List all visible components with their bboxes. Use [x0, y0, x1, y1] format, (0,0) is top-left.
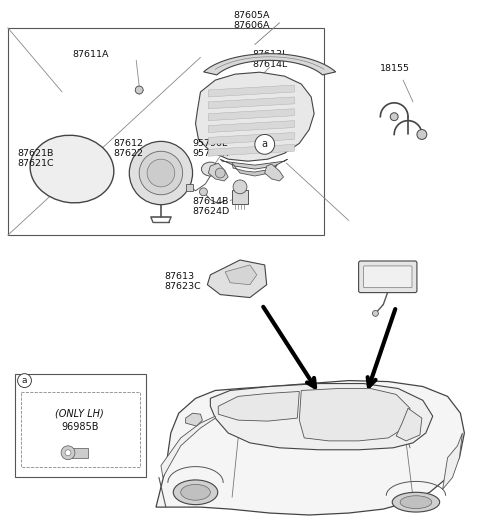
Text: 87623C: 87623C: [164, 282, 201, 291]
Polygon shape: [72, 448, 88, 458]
Text: 87613L: 87613L: [253, 50, 288, 59]
Bar: [21, 393, 140, 466]
FancyBboxPatch shape: [359, 261, 417, 293]
Polygon shape: [300, 388, 410, 441]
Polygon shape: [156, 381, 464, 515]
Text: 18155: 18155: [380, 64, 410, 73]
Polygon shape: [208, 163, 228, 181]
Polygon shape: [264, 164, 284, 181]
Text: 96985B: 96985B: [61, 422, 98, 432]
Polygon shape: [186, 184, 192, 191]
Circle shape: [390, 113, 398, 121]
Ellipse shape: [30, 135, 114, 203]
Bar: [14, 374, 146, 477]
Polygon shape: [208, 85, 294, 97]
Text: 87614L: 87614L: [253, 60, 288, 69]
Text: a: a: [22, 376, 27, 385]
Circle shape: [372, 310, 378, 316]
Polygon shape: [210, 384, 433, 450]
Circle shape: [200, 188, 207, 196]
Text: 87622: 87622: [113, 149, 144, 158]
Text: 87614B: 87614B: [192, 197, 229, 206]
Circle shape: [65, 450, 71, 456]
FancyBboxPatch shape: [363, 266, 412, 288]
Ellipse shape: [173, 480, 218, 504]
Text: 87612: 87612: [113, 139, 144, 148]
Text: 87621C: 87621C: [18, 159, 54, 168]
Circle shape: [216, 168, 225, 178]
Polygon shape: [208, 133, 294, 145]
Circle shape: [233, 180, 247, 194]
Text: 85101: 85101: [373, 266, 403, 275]
Text: 87613: 87613: [164, 272, 194, 281]
Polygon shape: [208, 121, 294, 133]
Text: 87621B: 87621B: [18, 149, 54, 158]
Polygon shape: [220, 159, 288, 169]
Text: 87605A: 87605A: [233, 11, 270, 20]
Polygon shape: [232, 163, 277, 176]
Circle shape: [147, 159, 175, 187]
Polygon shape: [204, 54, 336, 75]
Circle shape: [135, 86, 143, 94]
Text: a: a: [262, 139, 268, 149]
Circle shape: [129, 141, 192, 205]
Polygon shape: [208, 109, 294, 121]
Polygon shape: [396, 408, 422, 441]
Polygon shape: [218, 392, 300, 421]
Text: 95790L: 95790L: [192, 139, 228, 148]
Text: 87606A: 87606A: [233, 21, 270, 30]
Polygon shape: [186, 413, 203, 426]
Polygon shape: [207, 260, 267, 297]
Text: 87624D: 87624D: [192, 206, 230, 216]
Ellipse shape: [400, 496, 432, 509]
Circle shape: [61, 446, 75, 460]
Circle shape: [139, 151, 183, 195]
Polygon shape: [443, 433, 462, 489]
Text: 95790R: 95790R: [192, 149, 229, 158]
Ellipse shape: [180, 484, 210, 500]
Polygon shape: [208, 145, 294, 156]
Circle shape: [18, 374, 32, 387]
Ellipse shape: [202, 162, 219, 176]
Bar: [8, 28, 324, 235]
Polygon shape: [208, 97, 294, 109]
Polygon shape: [195, 72, 314, 161]
Text: (ONLY LH): (ONLY LH): [56, 408, 104, 418]
Ellipse shape: [392, 492, 440, 512]
Polygon shape: [225, 265, 257, 285]
Polygon shape: [161, 416, 216, 477]
Polygon shape: [232, 190, 248, 204]
Circle shape: [255, 135, 275, 154]
Text: 87611A: 87611A: [72, 50, 108, 59]
Circle shape: [417, 129, 427, 139]
